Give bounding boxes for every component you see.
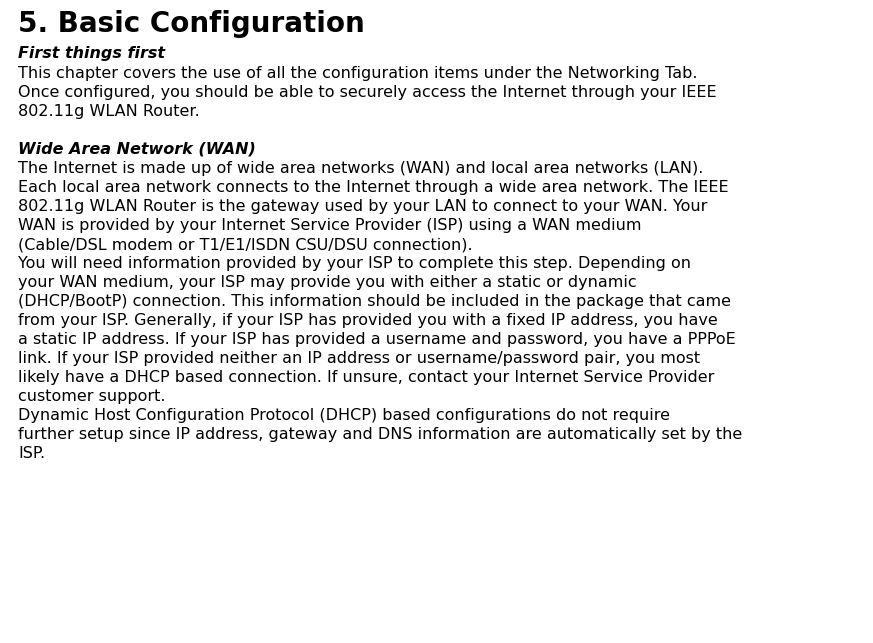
Text: First things first: First things first xyxy=(18,46,165,61)
Text: 802.11g WLAN Router.: 802.11g WLAN Router. xyxy=(18,104,200,119)
Text: Once configured, you should be able to securely access the Internet through your: Once configured, you should be able to s… xyxy=(18,85,717,100)
Text: ISP.: ISP. xyxy=(18,446,45,461)
Text: further setup since IP address, gateway and DNS information are automatically se: further setup since IP address, gateway … xyxy=(18,427,742,442)
Text: link. If your ISP provided neither an IP address or username/password pair, you : link. If your ISP provided neither an IP… xyxy=(18,351,700,366)
Text: your WAN medium, your ISP may provide you with either a static or dynamic: your WAN medium, your ISP may provide yo… xyxy=(18,275,636,290)
Text: customer support.: customer support. xyxy=(18,389,166,404)
Text: Wide Area Network (WAN): Wide Area Network (WAN) xyxy=(18,141,256,156)
Text: (DHCP/BootP) connection. This information should be included in the package that: (DHCP/BootP) connection. This informatio… xyxy=(18,294,731,309)
Text: This chapter covers the use of all the configuration items under the Networking : This chapter covers the use of all the c… xyxy=(18,66,698,81)
Text: 802.11g WLAN Router is the gateway used by your LAN to connect to your WAN. Your: 802.11g WLAN Router is the gateway used … xyxy=(18,199,707,214)
Text: likely have a DHCP based connection. If unsure, contact your Internet Service Pr: likely have a DHCP based connection. If … xyxy=(18,370,714,385)
Text: You will need information provided by your ISP to complete this step. Depending : You will need information provided by yo… xyxy=(18,256,691,271)
Text: Each local area network connects to the Internet through a wide area network. Th: Each local area network connects to the … xyxy=(18,180,729,195)
Text: Dynamic Host Configuration Protocol (DHCP) based configurations do not require: Dynamic Host Configuration Protocol (DHC… xyxy=(18,408,670,423)
Text: The Internet is made up of wide area networks (WAN) and local area networks (LAN: The Internet is made up of wide area net… xyxy=(18,161,704,176)
Text: from your ISP. Generally, if your ISP has provided you with a fixed IP address, : from your ISP. Generally, if your ISP ha… xyxy=(18,313,718,328)
Text: (Cable/DSL modem or T1/E1/ISDN CSU/DSU connection).: (Cable/DSL modem or T1/E1/ISDN CSU/DSU c… xyxy=(18,237,472,252)
Text: a static IP address. If your ISP has provided a username and password, you have : a static IP address. If your ISP has pro… xyxy=(18,332,736,347)
Text: WAN is provided by your Internet Service Provider (ISP) using a WAN medium: WAN is provided by your Internet Service… xyxy=(18,218,642,233)
Text: 5. Basic Configuration: 5. Basic Configuration xyxy=(18,10,365,38)
